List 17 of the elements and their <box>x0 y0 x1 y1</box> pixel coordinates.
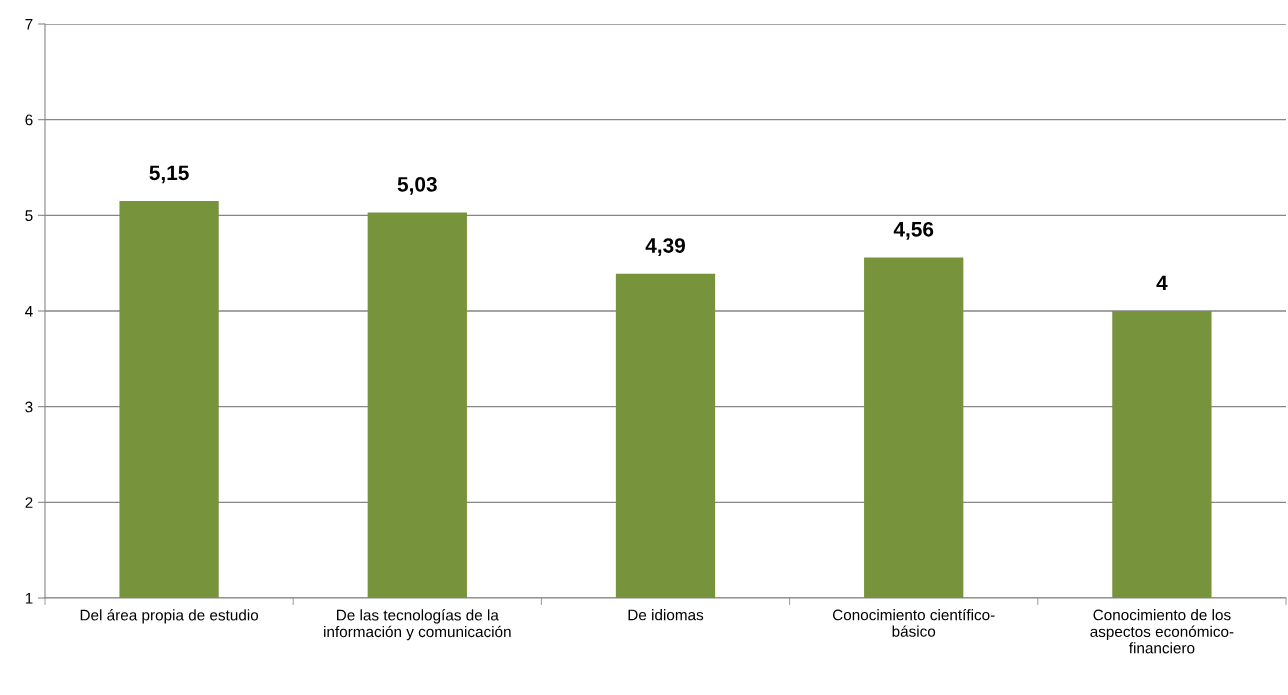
y-tick-label: 1 <box>25 593 33 604</box>
data-label: 4,39 <box>645 238 685 256</box>
y-tick-label: 3 <box>25 401 33 413</box>
x-tick-label: Conocimiento científico- básico <box>832 608 995 637</box>
x-tick-label: De idiomas <box>628 609 704 621</box>
data-label: 4 <box>1156 275 1168 291</box>
x-tick-label: Conocimiento de los aspectos económico- financiero <box>1090 609 1234 654</box>
y-tick-label: 4 <box>25 306 33 317</box>
y-tick-label: 7 <box>25 19 33 30</box>
x-tick-label: Del área propia de estudio <box>80 609 259 624</box>
y-tick-label: 2 <box>25 497 33 508</box>
data-label: 5,15 <box>149 165 189 184</box>
y-tick-label: 6 <box>25 114 33 126</box>
x-tick-label: De las tecnologías de la información y comunicación <box>324 609 511 641</box>
data-label: 5,03 <box>397 176 437 195</box>
data-label: 4,56 <box>893 221 934 240</box>
y-tick-label: 5 <box>25 210 33 222</box>
